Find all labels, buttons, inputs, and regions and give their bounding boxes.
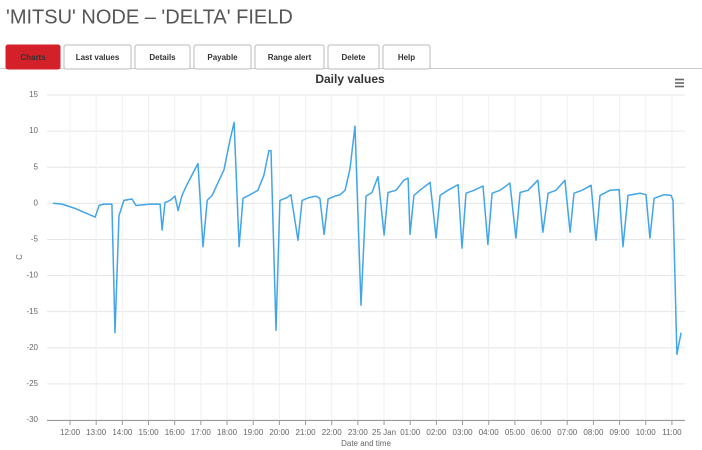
y-tick-label: 0 xyxy=(34,198,39,207)
x-tick-label: 12:00 xyxy=(60,428,81,437)
x-tick-label: 22:00 xyxy=(322,428,343,437)
x-tick-label: 14:00 xyxy=(112,428,133,437)
y-tick-label: -20 xyxy=(26,343,38,352)
x-tick-label: 11:00 xyxy=(662,428,682,437)
x-tick-label: 13:00 xyxy=(86,428,107,437)
y-tick-label: -15 xyxy=(26,307,38,316)
tab-label[interactable]: Charts xyxy=(20,53,46,62)
x-tick-label: 09:00 xyxy=(610,428,631,437)
y-tick-label: 15 xyxy=(29,90,38,99)
tab[interactable] xyxy=(327,44,380,70)
x-tick-label: 25 Jan xyxy=(372,428,396,437)
tab-label[interactable]: Range alert xyxy=(268,53,312,62)
y-tick-label: -5 xyxy=(31,235,39,244)
x-axis-label: Date and time xyxy=(341,439,391,448)
x-tick-label: 01:00 xyxy=(400,428,421,437)
y-tick-label: 5 xyxy=(34,162,39,171)
tab[interactable] xyxy=(5,44,61,70)
menu-icon[interactable] xyxy=(675,78,684,88)
tab[interactable] xyxy=(134,44,191,70)
x-tick-label: 15:00 xyxy=(139,428,160,437)
page-title: 'MITSU' NODE – 'DELTA' FIELD xyxy=(6,6,293,28)
x-tick-label: 03:00 xyxy=(453,428,474,437)
tab[interactable] xyxy=(193,44,252,70)
x-tick-label: 05:00 xyxy=(505,428,526,437)
x-tick-label: 02:00 xyxy=(426,428,447,437)
tab-label[interactable]: Last values xyxy=(76,53,120,62)
tab[interactable] xyxy=(382,44,431,70)
x-tick-label: 16:00 xyxy=(165,428,186,437)
tab[interactable] xyxy=(63,44,132,70)
chart-title: Daily values xyxy=(315,72,385,86)
x-tick-label: 10:00 xyxy=(636,428,657,437)
x-tick-label: 07:00 xyxy=(557,428,578,437)
y-axis-label: C xyxy=(15,254,24,260)
y-tick-label: -10 xyxy=(26,271,38,280)
x-tick-label: 19:00 xyxy=(243,428,264,437)
x-tick-label: 21:00 xyxy=(296,428,317,437)
x-tick-label: 18:00 xyxy=(217,428,238,437)
tab-label[interactable]: Details xyxy=(149,53,176,62)
y-tick-label: -25 xyxy=(26,379,38,388)
y-tick-label: 10 xyxy=(29,126,38,135)
data-line xyxy=(52,121,682,356)
x-tick-label: 06:00 xyxy=(531,428,552,437)
y-tick-label: -30 xyxy=(26,415,38,424)
x-tick-label: 20:00 xyxy=(269,428,290,437)
x-tick-label: 23:00 xyxy=(348,428,369,437)
tab-label[interactable]: Payable xyxy=(207,53,238,62)
tab-label[interactable]: Delete xyxy=(341,53,366,62)
x-tick-label: 17:00 xyxy=(191,428,212,437)
x-tick-label: 08:00 xyxy=(583,428,604,437)
tab-label[interactable]: Help xyxy=(398,53,415,62)
tab[interactable] xyxy=(254,44,325,70)
x-tick-label: 04:00 xyxy=(479,428,500,437)
